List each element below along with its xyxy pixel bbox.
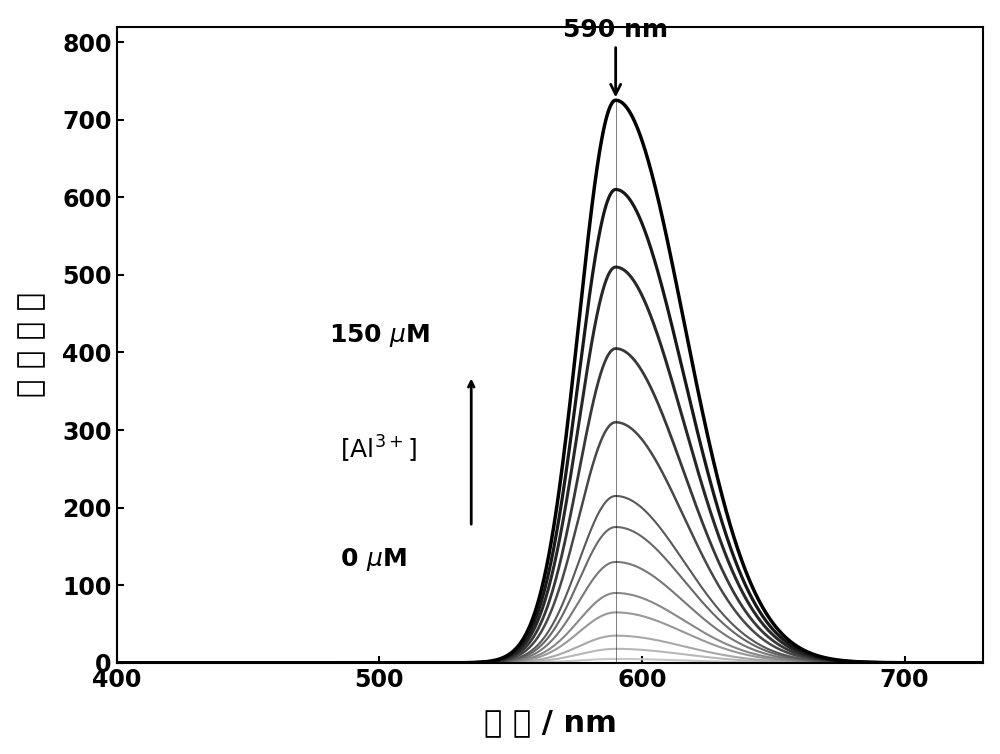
Text: 590 nm: 590 nm — [563, 18, 668, 94]
X-axis label: 波 长 / nm: 波 长 / nm — [484, 708, 616, 737]
Text: 150 $\mu$M: 150 $\mu$M — [329, 321, 431, 348]
Y-axis label: 荧 光 强 度: 荧 光 强 度 — [17, 293, 46, 397]
Text: $[\mathrm{Al}^{3+}]$: $[\mathrm{Al}^{3+}]$ — [340, 434, 417, 465]
Text: 0 $\mu$M: 0 $\mu$M — [340, 547, 406, 573]
